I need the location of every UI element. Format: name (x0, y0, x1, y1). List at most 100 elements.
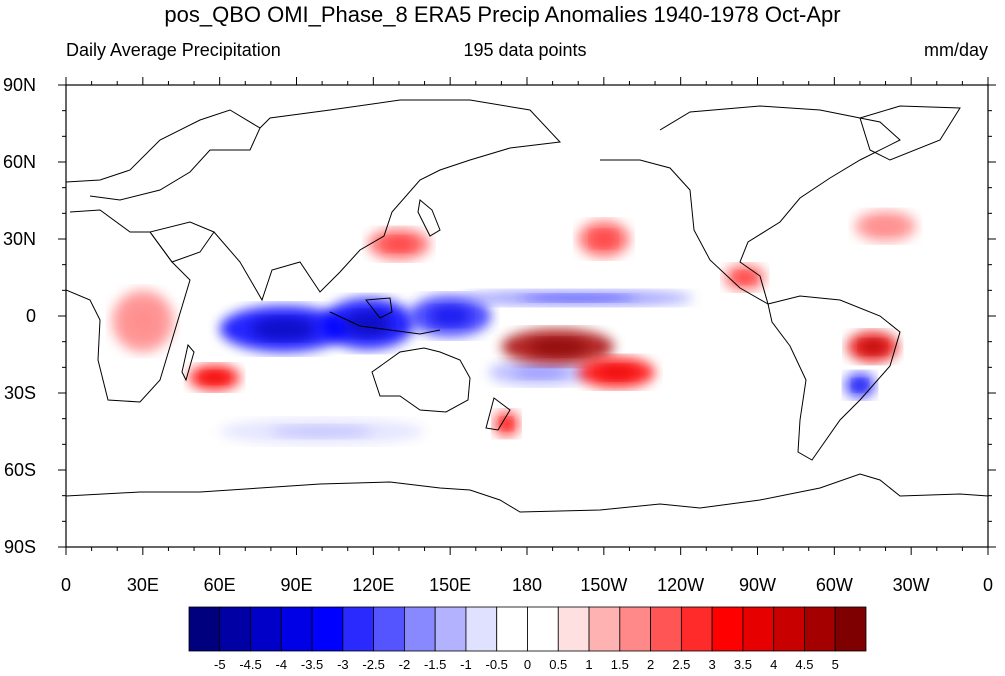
greenland-coast (859, 105, 961, 161)
lon-label: 60W (816, 575, 853, 595)
anomaly-core-north-pacific-wet (591, 230, 617, 248)
colorbar-bin (373, 606, 405, 652)
anomaly-core-west-pacific-dry (429, 305, 471, 327)
lon-label: 0 (61, 575, 71, 595)
anomaly-core-itcz-dry-band (520, 294, 636, 302)
lon-label: 90W (739, 575, 776, 595)
south-america-coast (767, 295, 901, 461)
australia-coast (371, 347, 471, 413)
coastlines (66, 99, 988, 513)
anomaly-core-south-pacific-dry-arc (514, 366, 566, 379)
indonesia-coast (329, 297, 441, 335)
anomaly-core-east-asia-wet (383, 236, 415, 252)
longitude-labels: 0 30E 60E 90E 120E 150E 180 150W 120W 90W 60W 30W 0 (61, 575, 993, 595)
colorbar-label: -3 (337, 657, 349, 672)
colorbar-label: 4 (770, 657, 777, 672)
anomaly-core-africa-wet (127, 305, 159, 337)
axis-ticks (58, 77, 996, 555)
lon-label: 90E (280, 575, 312, 595)
anomaly-core-southwest-indian-ocean-wet (201, 371, 228, 385)
colorbar-bin (280, 606, 313, 652)
colorbar-bin (188, 606, 221, 652)
colorbar-label: 3.5 (734, 657, 752, 672)
anomaly-core-maritime-continent-dry (345, 310, 392, 337)
colorbar-label: -2 (399, 657, 411, 672)
lon-label: 150E (429, 575, 471, 595)
lat-label: 60S (4, 460, 36, 480)
japan-coast (417, 199, 441, 237)
colorbar-label: -1 (460, 657, 472, 672)
colorbar-bin (465, 606, 498, 652)
colorbar-bin (342, 606, 375, 652)
north-america-coast (600, 105, 901, 306)
colorbar-bin (496, 606, 528, 652)
colorbar-bin (250, 606, 282, 652)
lat-label: 90N (3, 75, 36, 95)
anomaly-core-south-america-dry (852, 378, 868, 392)
colorbar-bin (404, 606, 436, 652)
colorbar-bin (434, 606, 467, 652)
lat-label: 90S (4, 537, 36, 557)
subtitle-right: mm/day (923, 40, 988, 60)
antarctica-coast (66, 473, 988, 513)
lon-label: 120E (352, 575, 394, 595)
anomaly-core-spcz-wet-tail (597, 364, 636, 381)
colorbar-label: 1 (585, 657, 592, 672)
anomaly-core-indian-ocean-dry-band (251, 317, 316, 341)
colorbar-bin (711, 606, 744, 652)
colorbar-labels: -5 -4.5 -4 -3.5 -3 -2.5 -2 -1.5 -1 -0.5 0 0.5 1 1.5 2 2… (214, 657, 839, 672)
colorbar-label: 3 (709, 657, 716, 672)
africa-coast (66, 209, 191, 403)
lon-label: 60E (204, 575, 236, 595)
colorbar-label: 2 (647, 657, 654, 672)
colorbar-bin (619, 606, 651, 652)
subtitle-center: 195 data points (463, 40, 587, 60)
colorbar-bin (311, 606, 344, 652)
lat-label: 60N (3, 152, 36, 172)
colorbar-bin (527, 606, 559, 652)
lon-label: 120W (657, 575, 704, 595)
colorbar-bin (557, 606, 590, 652)
colorbar-label: 0.5 (549, 657, 567, 672)
colorbar-bin (773, 606, 805, 652)
plot-title: pos_QBO OMI_Phase_8 ERA5 Precip Anomalie… (164, 2, 841, 27)
colorbar (188, 606, 867, 652)
new-zealand-coast (485, 397, 511, 431)
anomaly-core-central-america-wet (734, 271, 755, 284)
anomaly-core-north-atlantic-wet (870, 218, 901, 234)
colorbar-label: -5 (214, 657, 226, 672)
lon-label: 150W (580, 575, 627, 595)
colorbar-bin (804, 606, 836, 652)
colorbar-label: 5 (832, 657, 839, 672)
lon-label: 30E (127, 575, 159, 595)
colorbar-label: -0.5 (486, 657, 508, 672)
colorbar-label: -1.5 (424, 657, 446, 672)
colorbar-label: -4 (276, 657, 288, 672)
map-background (66, 85, 988, 547)
colorbar-label: -2.5 (362, 657, 384, 672)
colorbar-label: 0 (524, 657, 531, 672)
colorbar-bin (742, 606, 775, 652)
subtitle-left: Daily Average Precipitation (66, 40, 281, 60)
colorbar-label: 1.5 (611, 657, 629, 672)
lat-label: 0 (26, 306, 36, 326)
anomaly-core-southern-ocean-dry (270, 425, 374, 438)
madagascar-coast (181, 343, 195, 382)
asia-coast (213, 99, 562, 302)
colorbar-label: 2.5 (672, 657, 690, 672)
lon-label: 180 (512, 575, 542, 595)
lat-label: 30S (4, 383, 36, 403)
colorbar-bin (588, 606, 621, 652)
colorbar-label: -3.5 (301, 657, 323, 672)
lon-label: 30W (893, 575, 930, 595)
colorbar-label: 4.5 (795, 657, 813, 672)
colorbar-label: -4.5 (239, 657, 261, 672)
anomaly-core-spcz-wet (529, 337, 586, 356)
anomaly-core-brazil-wet (859, 339, 886, 355)
latitude-labels: 90N 60N 30N 0 30S 60S 90S (3, 75, 36, 557)
colorbar-bin (650, 606, 682, 652)
lat-label: 30N (3, 229, 36, 249)
arabia-coast (149, 221, 215, 263)
colorbar-bin (219, 606, 251, 652)
